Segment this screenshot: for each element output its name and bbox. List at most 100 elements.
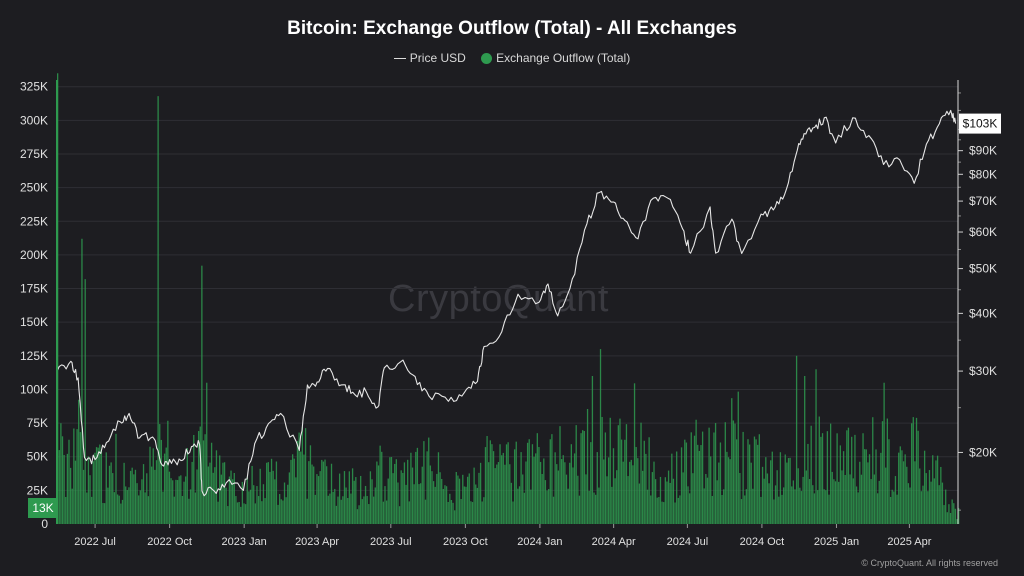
outflow-bar bbox=[488, 462, 490, 524]
outflow-bar bbox=[663, 502, 665, 524]
outflow-bar bbox=[562, 455, 564, 524]
outflow-bar bbox=[627, 476, 629, 524]
outflow-bar bbox=[138, 495, 140, 524]
outflow-bar bbox=[225, 487, 227, 524]
outflow-bar bbox=[818, 416, 820, 524]
outflow-bar bbox=[424, 499, 427, 524]
y-right-tick-label: $50K bbox=[969, 262, 997, 276]
outflow-bar bbox=[653, 461, 655, 524]
outflow-bar bbox=[815, 369, 817, 524]
outflow-bar bbox=[442, 488, 444, 524]
outflow-bar bbox=[533, 456, 535, 524]
outflow-bar bbox=[789, 457, 791, 524]
outflow-bar bbox=[112, 473, 114, 524]
outflow-bar bbox=[347, 497, 349, 524]
outflow-bar bbox=[718, 462, 720, 524]
legend-label-outflow: Exchange Outflow (Total) bbox=[496, 50, 631, 65]
outflow-bar bbox=[721, 494, 723, 524]
outflow-bar bbox=[368, 504, 370, 524]
outflow-bar bbox=[601, 416, 603, 524]
outflow-bar bbox=[272, 470, 274, 524]
outflow-bar bbox=[831, 471, 833, 524]
outflow-bar bbox=[559, 426, 561, 524]
outflow-bar bbox=[269, 471, 271, 524]
outflow-bar bbox=[421, 466, 423, 524]
outflow-bar bbox=[165, 447, 167, 524]
outflow-bar bbox=[813, 493, 816, 524]
outflow-bar bbox=[125, 486, 127, 524]
outflow-bar bbox=[270, 458, 273, 524]
outflow-bar bbox=[296, 441, 299, 524]
outflow-bar bbox=[518, 486, 521, 524]
y-left-tick-label: 150K bbox=[20, 315, 48, 329]
outflow-bar bbox=[392, 473, 394, 524]
outflow-bar bbox=[279, 494, 281, 524]
outflow-bar bbox=[441, 478, 443, 524]
outflow-bar bbox=[701, 431, 704, 524]
outflow-bar bbox=[606, 476, 608, 524]
outflow-bar bbox=[241, 481, 244, 524]
outflow-bar bbox=[596, 452, 598, 524]
outflow-bar bbox=[645, 453, 647, 524]
outflow-bar bbox=[314, 494, 316, 524]
y-left-tick-label: 325K bbox=[20, 80, 48, 94]
outflow-bar bbox=[105, 452, 107, 524]
outflow-bar bbox=[945, 489, 947, 524]
outflow-bar bbox=[308, 461, 310, 524]
outflow-bar bbox=[418, 484, 420, 524]
outflow-bar bbox=[870, 479, 872, 524]
grid-lines bbox=[57, 86, 958, 491]
outflow-bar bbox=[71, 488, 73, 524]
outflow-bar bbox=[932, 455, 934, 524]
outflow-bar bbox=[361, 499, 363, 524]
outflow-bar bbox=[197, 431, 200, 524]
outflow-bar bbox=[79, 432, 81, 524]
outflow-bar bbox=[387, 478, 389, 524]
outflow-bar bbox=[419, 483, 422, 524]
outflow-bar bbox=[374, 487, 376, 524]
outflow-bar bbox=[275, 461, 278, 524]
outflow-bar bbox=[512, 501, 514, 524]
outflow-bar bbox=[906, 466, 908, 524]
outflow-bar bbox=[363, 496, 365, 524]
outflow-bar bbox=[337, 496, 339, 524]
outflow-bar bbox=[786, 462, 788, 524]
outflow-bar bbox=[167, 420, 169, 524]
outflow-bar bbox=[898, 452, 900, 524]
outflow-bar bbox=[744, 495, 746, 524]
outflow-bar bbox=[748, 444, 751, 524]
outflow-bar bbox=[609, 417, 611, 524]
outflow-bar bbox=[230, 470, 232, 524]
outflow-bar bbox=[454, 510, 456, 524]
outflow-bar bbox=[894, 476, 897, 524]
outflow-bar bbox=[475, 484, 477, 524]
outflow-bar bbox=[958, 507, 960, 524]
outflow-bar bbox=[185, 476, 187, 524]
outflow-bar bbox=[439, 472, 441, 524]
outflow-bar bbox=[445, 486, 448, 524]
outflow-bar bbox=[343, 471, 346, 524]
outflow-bar bbox=[755, 439, 757, 524]
legend-item-outflow[interactable]: Exchange Outflow (Total) bbox=[481, 51, 630, 65]
outflow-bar bbox=[854, 434, 856, 524]
outflow-bar bbox=[795, 355, 798, 524]
outflow-bar bbox=[723, 489, 725, 524]
outflow-bar bbox=[930, 481, 932, 524]
outflow-bar bbox=[938, 485, 940, 524]
outflow-bar bbox=[69, 467, 72, 524]
outflow-bar bbox=[123, 462, 125, 524]
outflow-bar bbox=[63, 455, 65, 524]
outflow-bar bbox=[765, 457, 767, 524]
outflow-bar bbox=[523, 492, 526, 524]
outflow-bar bbox=[792, 480, 795, 524]
legend-item-price[interactable]: Price USD bbox=[393, 51, 466, 65]
outflow-bar bbox=[253, 485, 255, 524]
outflow-bar bbox=[875, 449, 877, 524]
outflow-bar bbox=[61, 436, 64, 524]
outflow-bar bbox=[280, 499, 282, 524]
outflow-bar bbox=[633, 383, 636, 524]
outflow-bar bbox=[564, 462, 566, 524]
y-left-tick-label: 25K bbox=[27, 483, 48, 497]
outflow-bar bbox=[543, 458, 545, 524]
outflow-bar bbox=[872, 417, 874, 524]
